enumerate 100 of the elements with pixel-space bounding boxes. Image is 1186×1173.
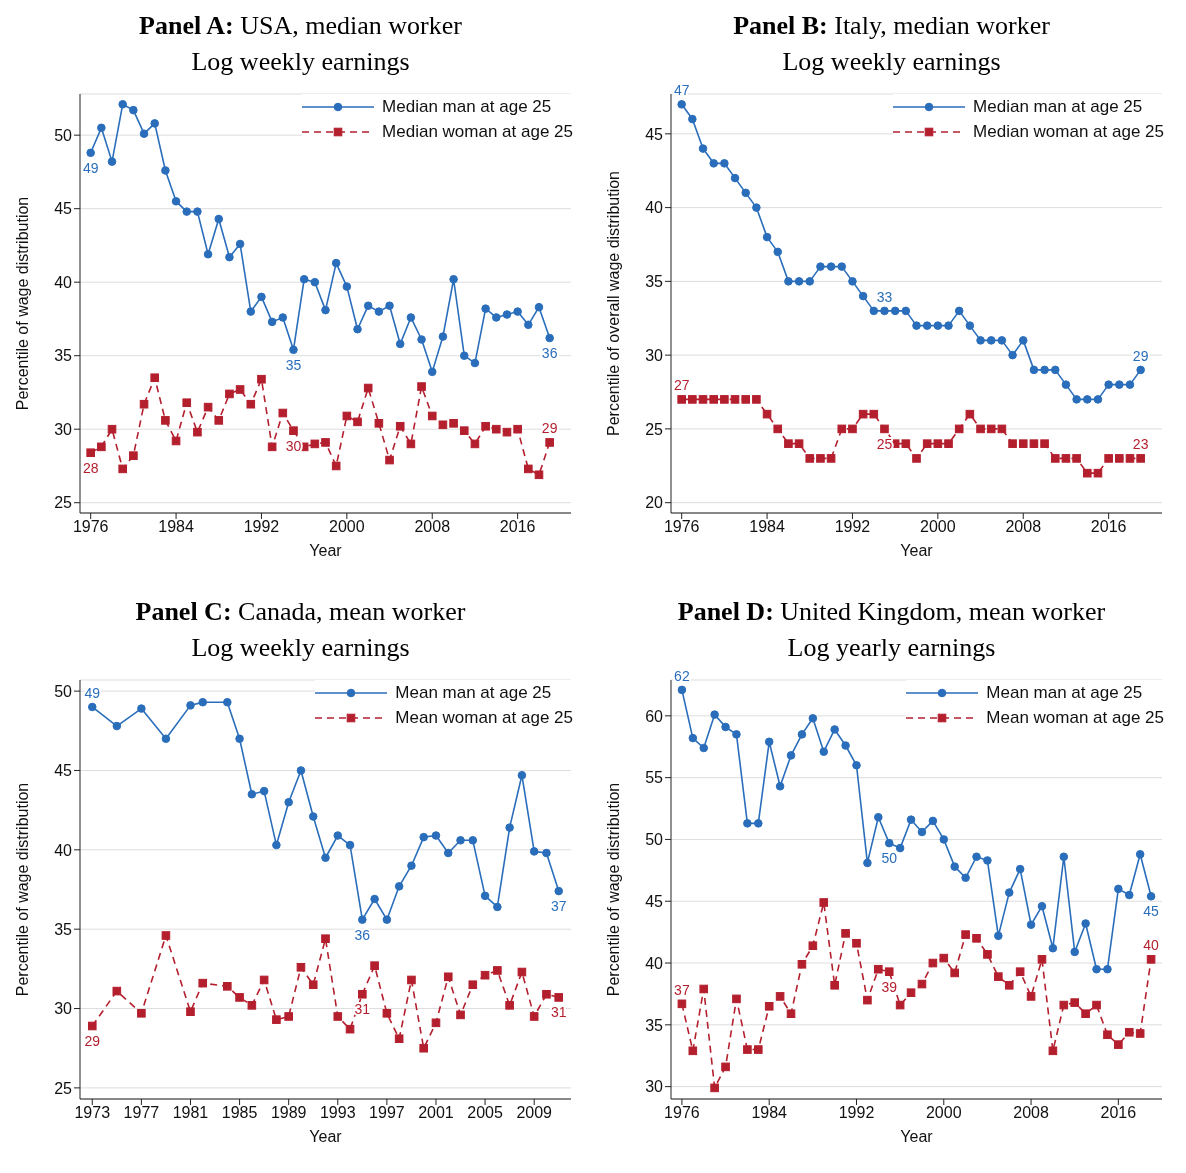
point (764, 1002, 774, 1011)
point (385, 301, 394, 311)
point (1072, 454, 1081, 463)
point (721, 722, 730, 732)
point (427, 411, 437, 421)
point (278, 408, 288, 418)
annotation: 27 (673, 377, 690, 394)
x-tick-label: 1984 (751, 1104, 788, 1122)
point (983, 856, 992, 865)
point (721, 1062, 730, 1072)
point (259, 975, 269, 985)
legend-label: Mean woman at age 25 (395, 707, 573, 728)
point (223, 697, 232, 707)
x-tick-label: 1992 (834, 518, 871, 536)
point (296, 766, 306, 775)
point (267, 317, 277, 327)
point (491, 424, 501, 434)
annotation: 49 (84, 684, 101, 701)
point (407, 975, 416, 985)
x-tick-label: 1977 (123, 1104, 160, 1122)
point (688, 1046, 698, 1056)
point (869, 306, 879, 316)
point (710, 1083, 719, 1093)
annotation: 49 (82, 159, 99, 176)
y-axis-title: Percentile of overall wage distribution (604, 170, 622, 437)
point (214, 214, 224, 224)
y-tick-label: 45 (645, 125, 664, 143)
x-axis-title: Year (900, 542, 934, 559)
point (321, 853, 330, 863)
point (129, 451, 138, 460)
point (284, 797, 293, 807)
legend-label: Median man at age 25 (973, 96, 1143, 117)
point (517, 770, 527, 780)
annotation: 40 (1143, 937, 1160, 954)
point (542, 989, 551, 999)
point (456, 1010, 465, 1020)
point (1040, 439, 1049, 448)
point (284, 1012, 293, 1021)
point (709, 395, 718, 404)
point (922, 439, 932, 448)
point (972, 852, 981, 862)
x-tick-label: 1992 (838, 1104, 875, 1122)
point (1070, 998, 1080, 1007)
point (775, 782, 785, 791)
point (1008, 350, 1017, 360)
point (139, 129, 149, 138)
annotation: 29 (84, 1032, 101, 1049)
point (456, 836, 465, 845)
point (161, 734, 171, 744)
point (246, 307, 256, 316)
x-tick-label: 1997 (369, 1104, 405, 1122)
point (976, 336, 985, 345)
point (912, 454, 921, 463)
point (906, 815, 916, 824)
point (370, 894, 379, 904)
chart-title: Panel D: United Kingdom, mean worker (676, 596, 1107, 628)
point (345, 840, 355, 850)
point (773, 247, 783, 257)
y-tick-label: 20 (645, 494, 664, 512)
point (97, 442, 106, 452)
point (830, 980, 839, 990)
chart-subtitle: Log yearly earnings (786, 632, 997, 664)
point (310, 439, 320, 449)
point (363, 383, 373, 393)
point (289, 426, 298, 435)
point (863, 858, 872, 868)
y-tick-label: 50 (54, 682, 73, 700)
point (182, 398, 192, 408)
point (1004, 980, 1014, 990)
point (775, 992, 785, 1001)
point (468, 980, 478, 990)
point (235, 385, 245, 394)
point (753, 819, 763, 828)
y-tick-label: 45 (645, 892, 664, 910)
y-tick-label: 50 (645, 831, 664, 849)
x-tick-label: 1976 (663, 518, 700, 536)
point (677, 395, 686, 404)
point (193, 207, 202, 216)
point (901, 439, 911, 448)
point (161, 931, 171, 940)
point (554, 886, 564, 896)
point (345, 1024, 355, 1034)
point (1092, 964, 1101, 974)
point (1146, 892, 1156, 901)
point (884, 967, 894, 976)
chart-subtitle: Log weekly earnings (190, 632, 411, 664)
point (225, 252, 234, 262)
point (965, 409, 975, 419)
point (112, 721, 122, 731)
point (247, 1001, 257, 1010)
point (922, 321, 932, 330)
point (1029, 439, 1039, 448)
point (278, 313, 288, 322)
point (257, 374, 266, 384)
point (1048, 943, 1058, 953)
point (331, 461, 341, 471)
annotation: 39 (881, 978, 898, 995)
point (816, 262, 825, 271)
point (841, 741, 850, 750)
y-tick-label: 45 (54, 762, 73, 780)
